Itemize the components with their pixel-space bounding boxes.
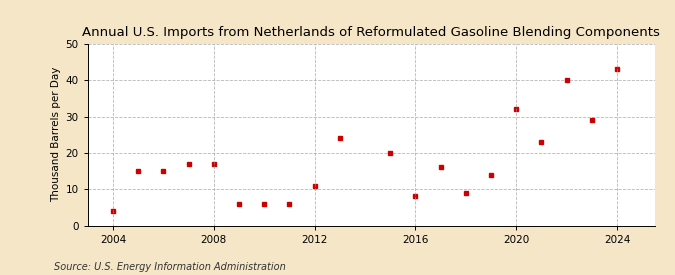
Text: Source: U.S. Energy Information Administration: Source: U.S. Energy Information Administ… <box>54 262 286 272</box>
Y-axis label: Thousand Barrels per Day: Thousand Barrels per Day <box>51 67 61 202</box>
Title: Annual U.S. Imports from Netherlands of Reformulated Gasoline Blending Component: Annual U.S. Imports from Netherlands of … <box>82 26 660 39</box>
